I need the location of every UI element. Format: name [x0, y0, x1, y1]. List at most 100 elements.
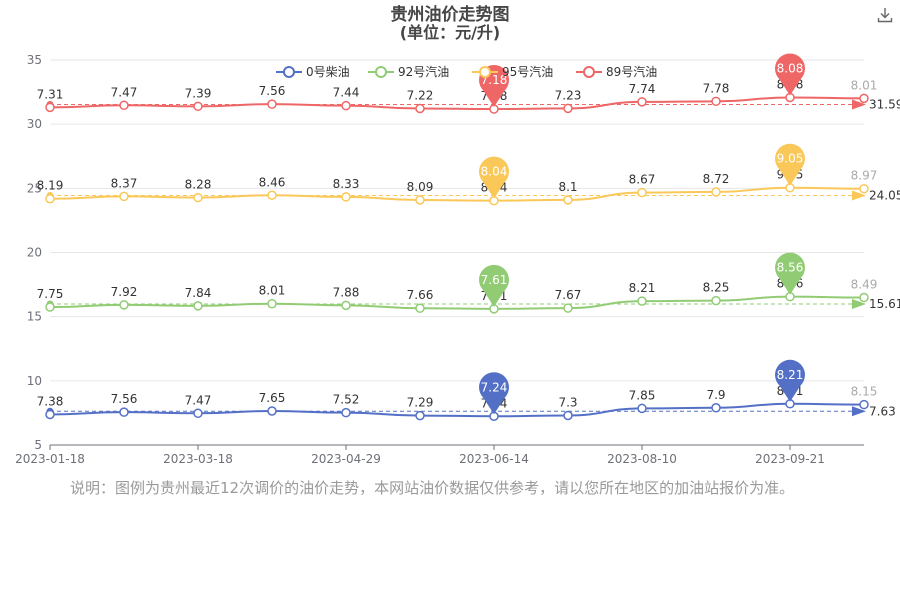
- data-point[interactable]: [267, 99, 277, 109]
- data-point[interactable]: [859, 93, 869, 104]
- data-label: 8.97: [851, 169, 878, 183]
- data-point[interactable]: [119, 100, 129, 111]
- data-point[interactable]: [415, 195, 425, 205]
- data-point[interactable]: [341, 407, 351, 418]
- data-point[interactable]: [45, 302, 55, 312]
- average-arrow: [852, 190, 866, 201]
- data-point[interactable]: [267, 298, 277, 309]
- data-point[interactable]: [711, 187, 721, 197]
- legend-label: 92号汽油: [398, 64, 449, 79]
- x-tick-label: 2023-09-21: [755, 452, 825, 466]
- max-marker-bubble: [775, 359, 805, 390]
- data-point[interactable]: [859, 183, 869, 194]
- data-point[interactable]: [637, 403, 647, 414]
- data-label: 7.78: [703, 81, 730, 95]
- data-point[interactable]: [415, 103, 425, 114]
- series-line: [49, 402, 865, 418]
- data-point[interactable]: [563, 195, 573, 205]
- average-label: 31.59: [869, 97, 900, 111]
- chart-note: 说明：图例为贵州最近12次调价的油价走势，本网站油价数据仅供参考，请以您所在地区…: [70, 479, 795, 497]
- data-label: 8.01: [851, 78, 878, 92]
- data-point[interactable]: [563, 410, 573, 421]
- max-marker-label: 8.56: [777, 261, 804, 275]
- average-arrow: [852, 406, 866, 417]
- min-marker: 7.24: [479, 372, 509, 415]
- data-point[interactable]: [119, 191, 129, 202]
- y-tick-label: 25: [27, 181, 42, 195]
- max-marker: 8.08: [775, 53, 805, 96]
- y-tick-label: 10: [27, 374, 42, 388]
- average-label: 24.05: [869, 189, 900, 203]
- series-1: 7.63 7.38 7.56 7.47 7.65 7.52 7.29 7.24 7.3 7.85 7…: [37, 359, 896, 422]
- max-marker-bubble: [775, 53, 805, 84]
- data-point[interactable]: [119, 407, 129, 417]
- data-label: 7.92: [111, 285, 138, 299]
- max-marker-label: 9.05: [777, 152, 804, 166]
- series-4: 31.597.317.477.397.567.447.227.187.237.7…: [37, 53, 900, 114]
- data-point[interactable]: [711, 403, 721, 413]
- legend-symbol: [283, 66, 295, 78]
- data-point[interactable]: [267, 190, 277, 201]
- max-marker-tip: [779, 78, 801, 96]
- data-label: 8.1: [558, 180, 577, 194]
- data-label: 7.29: [407, 396, 434, 410]
- y-tick-label: 5: [34, 438, 42, 452]
- y-tick-label: 15: [27, 310, 42, 324]
- grid-lines: [50, 59, 864, 446]
- min-marker-bubble: [479, 156, 509, 187]
- series-line: [49, 186, 865, 202]
- data-label: 7.9: [706, 388, 725, 402]
- data-point[interactable]: [415, 410, 425, 421]
- data-point[interactable]: [193, 192, 203, 203]
- data-point[interactable]: [563, 103, 573, 114]
- data-point[interactable]: [45, 193, 55, 204]
- data-label: 7.38: [37, 394, 64, 408]
- data-point[interactable]: [637, 187, 647, 198]
- data-point[interactable]: [45, 102, 55, 113]
- data-label: 7.84: [185, 286, 212, 300]
- data-label: 7.56: [111, 392, 138, 406]
- data-point[interactable]: [637, 296, 647, 306]
- data-point[interactable]: [193, 301, 203, 311]
- max-marker: 9.05: [775, 143, 805, 186]
- max-marker-tip: [779, 277, 801, 295]
- data-point[interactable]: [267, 406, 277, 416]
- data-point[interactable]: [341, 192, 351, 202]
- legend-item-4[interactable]: 89号汽油: [576, 64, 657, 79]
- y-tick-label: 30: [27, 117, 42, 131]
- average-label: 7.63: [869, 404, 896, 418]
- legend-item-3[interactable]: 95号汽油: [472, 64, 553, 79]
- max-marker: 8.56: [775, 252, 805, 295]
- data-point[interactable]: [341, 100, 351, 111]
- data-point[interactable]: [119, 300, 129, 310]
- data-point[interactable]: [711, 295, 721, 306]
- min-marker: 8.04: [479, 156, 509, 199]
- y-tick-label: 35: [27, 53, 42, 67]
- data-point[interactable]: [45, 409, 55, 420]
- data-label: 7.3: [558, 395, 577, 409]
- data-point[interactable]: [637, 97, 647, 107]
- data-point[interactable]: [193, 408, 203, 419]
- download-icon[interactable]: [876, 6, 894, 24]
- data-label: 8.33: [333, 177, 360, 191]
- legend-symbol: [479, 66, 491, 78]
- legend[interactable]: 0号柴油 92号汽油 95号汽油 89号汽油: [276, 64, 657, 79]
- data-label: 8.15: [851, 385, 878, 399]
- data-point[interactable]: [859, 292, 869, 303]
- series-2: 15.61 7.75 7.92 7.84 8.01 7.88 7.66 7.61 7.67 8.2…: [37, 252, 900, 314]
- data-point[interactable]: [563, 303, 573, 313]
- data-label: 8.49: [851, 278, 878, 292]
- legend-item-2[interactable]: 92号汽油: [368, 64, 449, 79]
- data-point[interactable]: [341, 300, 351, 311]
- data-point[interactable]: [415, 303, 425, 313]
- data-label: 7.88: [333, 285, 360, 299]
- data-point[interactable]: [193, 101, 203, 112]
- legend-label: 0号柴油: [306, 65, 350, 79]
- legend-item-1[interactable]: 0号柴油: [276, 65, 350, 79]
- data-label: 7.67: [555, 288, 582, 302]
- min-marker-bubble: [479, 372, 509, 403]
- data-point[interactable]: [711, 96, 721, 107]
- x-tick-label: 2023-01-18: [15, 452, 85, 466]
- data-point[interactable]: [859, 399, 869, 410]
